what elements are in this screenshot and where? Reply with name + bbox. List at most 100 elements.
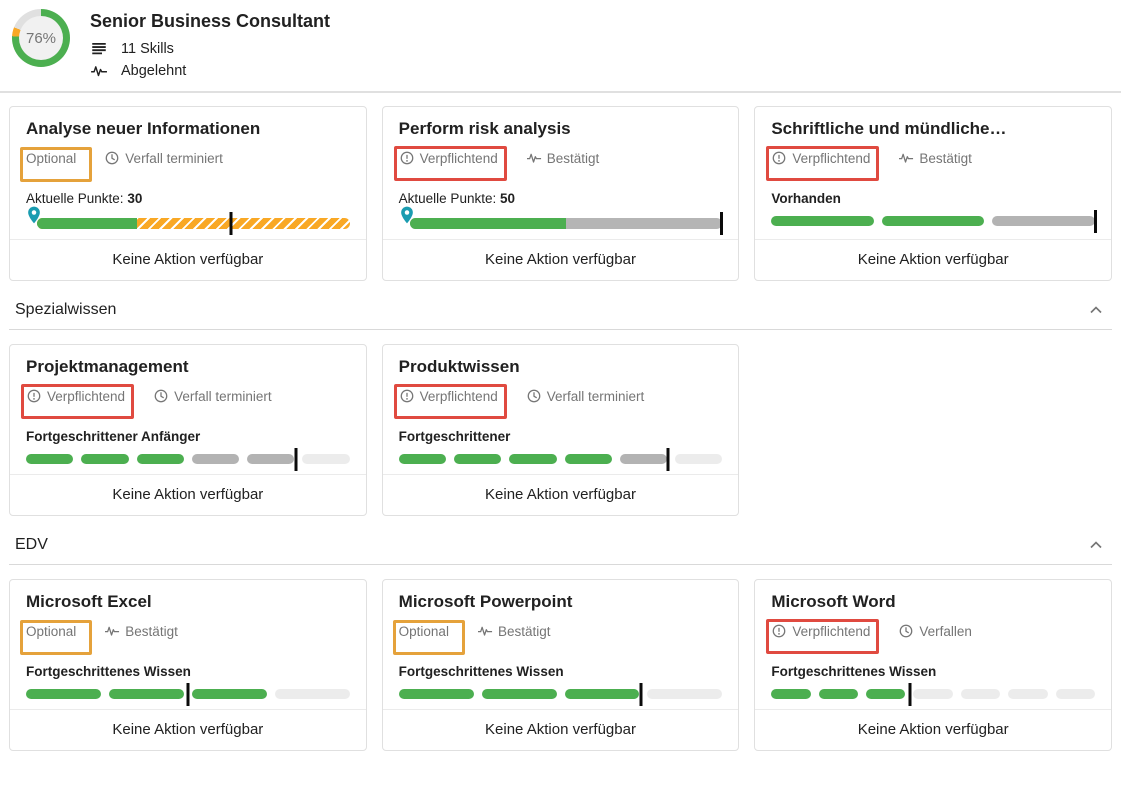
skill-level-label: Fortgeschrittener Anfänger [26,429,350,444]
status-label: Bestätigt [125,623,178,639]
level-segment [771,216,874,226]
level-value: Fortgeschrittenes Wissen [26,664,191,679]
pulse-icon [104,623,120,639]
section-title: Spezialwissen [15,301,117,318]
skill-title: Projektmanagement [26,357,189,376]
skill-badges: Verpflichtend Bestätigt [766,146,1095,181]
chevron-up-icon [1086,535,1106,555]
skill-card[interactable]: Microsoft Excel Optional Bestätigt Fortgesc… [9,579,367,751]
status-badge: Verfallen [898,623,972,639]
level-segment [398,689,474,699]
skill-card-body: Analyse neuer Informationen Optional Verfa… [10,107,366,239]
progress-ring: 76% [12,9,70,67]
requirement-label: Verpflichtend [792,623,871,639]
skill-card-body: Schriftliche und mündliche… Verpflichtend… [755,107,1111,239]
location-pin-icon [397,205,417,225]
skill-card[interactable]: Microsoft Word Verpflichtend Verfallen Fort… [754,579,1112,751]
no-action-footer: Keine Aktion verfügbar [755,239,1111,280]
level-segment [26,454,74,464]
skill-level-label: Fortgeschrittenes Wissen [399,664,723,679]
skill-title: Microsoft Word [771,592,896,611]
alert-circle-icon [771,150,787,166]
skill-card[interactable]: Produktwissen Verpflichtend Verfall termin… [381,344,740,516]
level-segment [771,689,811,699]
skill-card-body: Projektmanagement Verpflichtend Verfall te… [10,345,366,474]
section-header: EDV [15,535,1106,555]
clock-icon [104,150,120,166]
level-value: Fortgeschrittener Anfänger [26,429,201,444]
skill-badges: Verpflichtend Verfall terminiert [20,384,350,419]
level-segment [453,454,502,464]
status-badge: Verfall terminiert [526,388,644,404]
status-label: Bestätigt [546,150,600,166]
no-action-footer: Keine Aktion verfügbar [382,709,739,750]
skill-progress-bar [37,212,350,235]
skill-card[interactable]: Perform risk analysis Verpflichtend Bestät… [381,106,740,281]
progress-fill [409,218,566,229]
requirement-label: Verpflichtend [47,388,126,404]
level-prefix: Aktuelle Punkte: [26,191,124,206]
skill-card-body: Perform risk analysis Verpflichtend Bestät… [383,107,739,239]
target-marker [720,212,724,235]
skill-title: Produktwissen [398,357,520,376]
target-marker [639,683,643,706]
skill-card[interactable]: Microsoft Powerpoint Optional Bestätigt For… [381,579,740,751]
skill-title: Analyse neuer Informationen [26,119,261,138]
skill-card[interactable]: Analyse neuer Informationen Optional Verfa… [9,106,367,281]
skill-level-label: Aktuelle Punkte: 30 [26,191,350,206]
requirement-badge: Verpflichtend [766,146,880,181]
skill-card[interactable]: Projektmanagement Verpflichtend Verfall te… [9,344,367,516]
level-segment [675,454,723,464]
skill-level-label: Aktuelle Punkte: 50 [399,191,723,206]
section-collapse-button[interactable] [1086,535,1106,555]
skill-badges: Optional Verfall terminiert [19,146,350,182]
level-segment [818,689,859,699]
skill-card[interactable]: Schriftliche und mündliche… Verpflichtend… [754,106,1112,281]
progress-bar-row [398,683,723,706]
status-badge: Verfall terminiert [153,388,272,404]
status-label: Verfall terminiert [174,388,272,404]
skill-level-label: Fortgeschrittener [399,429,723,444]
progress-percent: 76% [25,29,57,47]
requirement-label: Optional [26,150,77,166]
pulse-icon [477,623,493,639]
skill-level-label: Fortgeschrittenes Wissen [771,664,1095,679]
skills-sections: Analyse neuer Informationen Optional Verfa… [0,93,1121,780]
level-segment [398,454,446,464]
page-title: Senior Business Consultant [90,11,331,31]
level-segment [564,689,640,699]
progress-bar-row [771,683,1095,706]
level-value: Fortgeschrittenes Wissen [398,664,564,679]
level-value: 50 [499,191,516,206]
profile-summary: Senior Business Consultant 11 Skills Abg… [90,9,330,80]
requirement-label: Verpflichtend [792,150,871,166]
skill-card-body: Microsoft Powerpoint Optional Bestätigt For… [383,580,739,709]
card-grid: Projektmanagement Verpflichtend Verfall te… [9,344,1112,516]
skill-title: Microsoft Powerpoint [398,592,573,611]
skill-title: Perform risk analysis [398,119,571,138]
level-segment [509,454,557,464]
section-divider [9,564,1112,565]
pulse-icon [898,150,914,166]
profile-header: 76% Senior Business Consultant 11 Skills… [0,0,1121,93]
alert-circle-icon [771,623,787,639]
clock-icon [526,388,542,404]
section-collapse-button[interactable] [1086,300,1106,320]
no-action-footer: Keine Aktion verfügbar [755,709,1111,750]
skill-level-segments [771,210,1097,233]
status-badge: Bestätigt [898,150,972,166]
progress-bar-row [26,206,350,235]
level-segment [913,689,953,699]
level-segment [302,454,350,464]
clock-icon [153,388,169,404]
progress-bar-row [26,448,350,471]
skill-level-label: Vorhanden [771,191,1095,206]
progress-bar-row [771,210,1097,233]
card-grid: Microsoft Excel Optional Bestätigt Fortgesc… [9,579,1112,751]
skill-level-segments [26,683,350,706]
status-badge: Bestätigt [104,623,178,639]
skills-list-icon [90,40,108,58]
skill-level-segments [771,683,1095,706]
level-segment [108,689,184,699]
status-badge: Verfall terminiert [104,150,223,166]
